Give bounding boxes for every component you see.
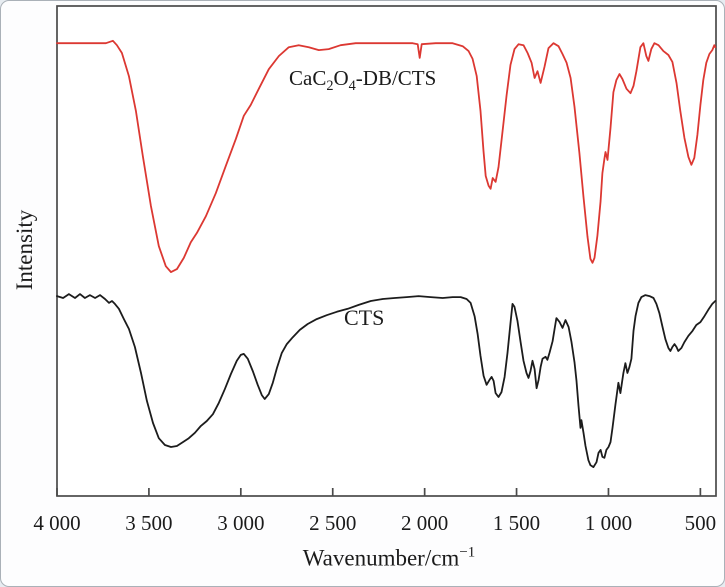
x-tick-label: 2 000	[401, 511, 448, 535]
x-axis-ticks: 4 000 3 500 3 000 2 500 2 000 1 500 1 000 500	[33, 488, 716, 535]
series-label-cac2o4-db-cts: CaC2O4-DB/CTS	[289, 66, 437, 95]
x-tick-label: 3 000	[217, 511, 264, 535]
series-line-1	[56, 293, 717, 469]
label-part: O	[333, 66, 349, 90]
x-tick-label: 3 500	[125, 511, 172, 535]
x-tick-label: 1 500	[493, 511, 540, 535]
x-axis-title: Wavenumber/cm−1	[303, 545, 475, 572]
y-axis-title: Intensity	[12, 209, 37, 291]
label-part: -DB/CTS	[355, 66, 437, 90]
label-part-subscript: 2	[326, 78, 334, 95]
plot-frame	[56, 5, 717, 497]
x-tick-label: 1 000	[585, 511, 632, 535]
series-line-0	[56, 39, 717, 274]
series-label-cts: CTS	[344, 305, 385, 330]
x-tick-label: 500	[685, 511, 717, 535]
x-axis-title-base: Wavenumber/cm	[302, 545, 460, 571]
x-tick-label: 2 500	[309, 511, 356, 535]
label-part: CaC	[289, 66, 327, 90]
label-part-subscript: 4	[348, 78, 356, 95]
x-axis-title-superscript: −1	[459, 544, 476, 561]
x-tick-label: 4 000	[33, 511, 80, 535]
